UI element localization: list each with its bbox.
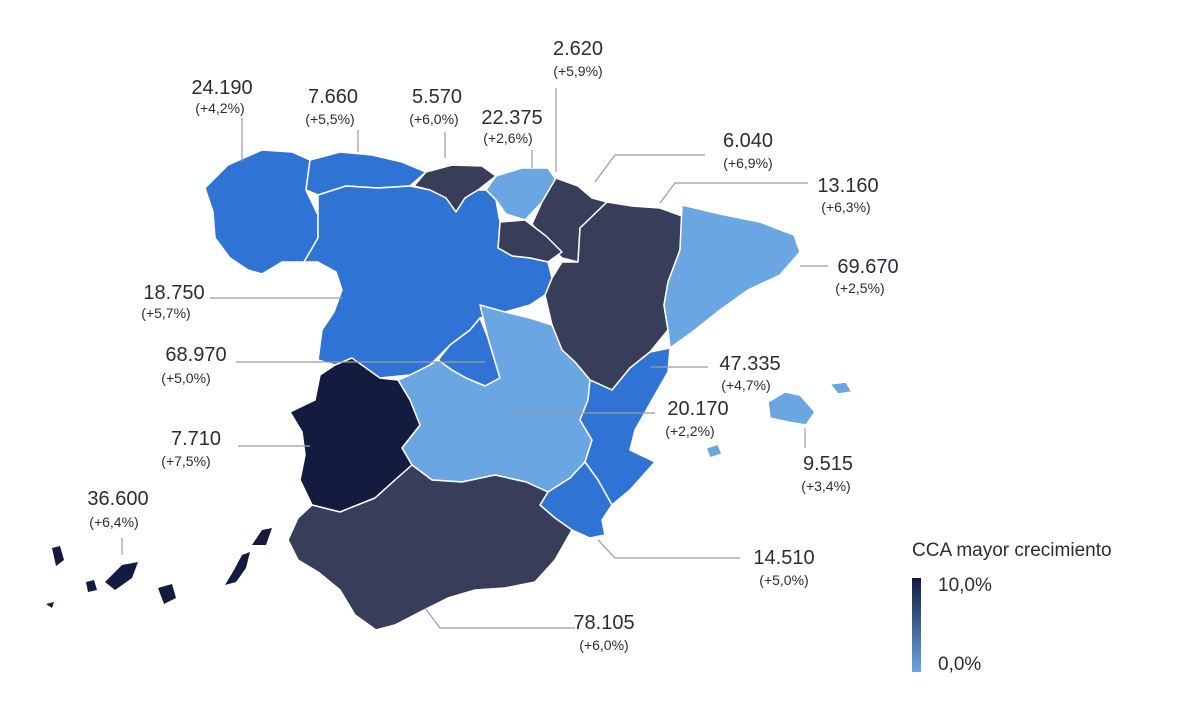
- region-galicia[interactable]: [204, 149, 319, 275]
- svg-text:(+6,3%): (+6,3%): [821, 199, 870, 215]
- label-extremadura: 7.710 (+7,5%): [161, 428, 221, 469]
- svg-text:78.105: 78.105: [573, 612, 634, 634]
- label-cataluna: 69.670 (+2,5%): [835, 256, 898, 296]
- region-andalucia[interactable]: [287, 464, 573, 631]
- region-castilla-leon[interactable]: [303, 185, 553, 379]
- svg-text:13.160: 13.160: [817, 175, 878, 197]
- svg-text:(+2,5%): (+2,5%): [835, 280, 884, 296]
- legend-title: CCA mayor crecimiento: [912, 540, 1112, 561]
- svg-text:(+6,4%): (+6,4%): [89, 514, 138, 530]
- label-castilla-leon: 18.750 (+5,7%): [141, 282, 204, 321]
- svg-text:(+3,4%): (+3,4%): [801, 478, 850, 494]
- svg-text:(+6,0%): (+6,0%): [409, 111, 458, 127]
- svg-text:14.510: 14.510: [753, 547, 814, 569]
- legend-max-label: 10,0%: [938, 575, 992, 596]
- label-andalucia: 78.105 (+6,0%): [573, 612, 634, 653]
- svg-text:68.970: 68.970: [165, 344, 226, 366]
- label-castilla-la-mancha: 20.170 (+2,2%): [665, 398, 728, 439]
- svg-text:(+6,0%): (+6,0%): [579, 637, 628, 653]
- label-la-rioja: 6.040 (+6,9%): [723, 130, 773, 171]
- legend-color-bar: [912, 578, 921, 672]
- region-baleares-menorca[interactable]: [829, 381, 853, 395]
- svg-text:24.190: 24.190: [191, 77, 252, 99]
- svg-text:(+2,6%): (+2,6%): [483, 130, 532, 146]
- region-murcia[interactable]: [539, 461, 613, 539]
- svg-text:20.170: 20.170: [667, 398, 728, 420]
- label-murcia: 14.510 (+5,0%): [753, 547, 814, 588]
- svg-text:(+4,2%): (+4,2%): [195, 100, 244, 116]
- label-canarias: 36.600 (+6,4%): [87, 488, 148, 530]
- label-navarra: 2.620 (+5,9%): [553, 38, 603, 79]
- svg-text:5.570: 5.570: [412, 86, 462, 108]
- label-galicia: 24.190 (+4,2%): [191, 77, 252, 116]
- label-madrid: 68.970 (+5,0%): [161, 344, 226, 386]
- label-cantabria: 5.570 (+6,0%): [409, 86, 462, 127]
- svg-text:6.040: 6.040: [723, 130, 773, 152]
- label-pais-vasco: 22.375 (+2,6%): [481, 107, 542, 146]
- region-cataluna[interactable]: [663, 204, 801, 349]
- svg-text:(+5,7%): (+5,7%): [141, 305, 190, 321]
- svg-text:(+7,5%): (+7,5%): [161, 453, 210, 469]
- svg-text:7.710: 7.710: [171, 428, 221, 450]
- svg-text:7.660: 7.660: [308, 86, 358, 108]
- svg-text:69.670: 69.670: [837, 256, 898, 278]
- svg-text:2.620: 2.620: [553, 38, 603, 60]
- region-baleares-ibiza[interactable]: [705, 443, 723, 459]
- svg-text:9.515: 9.515: [803, 453, 853, 475]
- label-aragon: 13.160 (+6,3%): [817, 175, 878, 215]
- region-canarias[interactable]: [46, 528, 272, 608]
- svg-text:(+6,9%): (+6,9%): [723, 155, 772, 171]
- svg-text:18.750: 18.750: [143, 282, 204, 304]
- svg-text:(+5,0%): (+5,0%): [759, 572, 808, 588]
- label-valencia: 47.335 (+4,7%): [719, 353, 780, 393]
- region-baleares-mallorca[interactable]: [767, 391, 816, 426]
- svg-text:(+2,2%): (+2,2%): [665, 423, 714, 439]
- leader-lines: [121, 88, 828, 629]
- label-baleares: 9.515 (+3,4%): [801, 453, 853, 494]
- legend: CCA mayor crecimiento 10,0% 0,0%: [912, 540, 1112, 675]
- svg-text:(+5,5%): (+5,5%): [305, 111, 354, 127]
- label-asturias: 7.660 (+5,5%): [305, 86, 358, 127]
- svg-text:36.600: 36.600: [87, 488, 148, 510]
- svg-text:(+5,9%): (+5,9%): [553, 63, 602, 79]
- svg-text:47.335: 47.335: [719, 353, 780, 375]
- legend-min-label: 0,0%: [938, 654, 981, 675]
- svg-text:(+5,0%): (+5,0%): [161, 370, 210, 386]
- svg-text:(+4,7%): (+4,7%): [721, 377, 770, 393]
- svg-text:22.375: 22.375: [481, 107, 542, 129]
